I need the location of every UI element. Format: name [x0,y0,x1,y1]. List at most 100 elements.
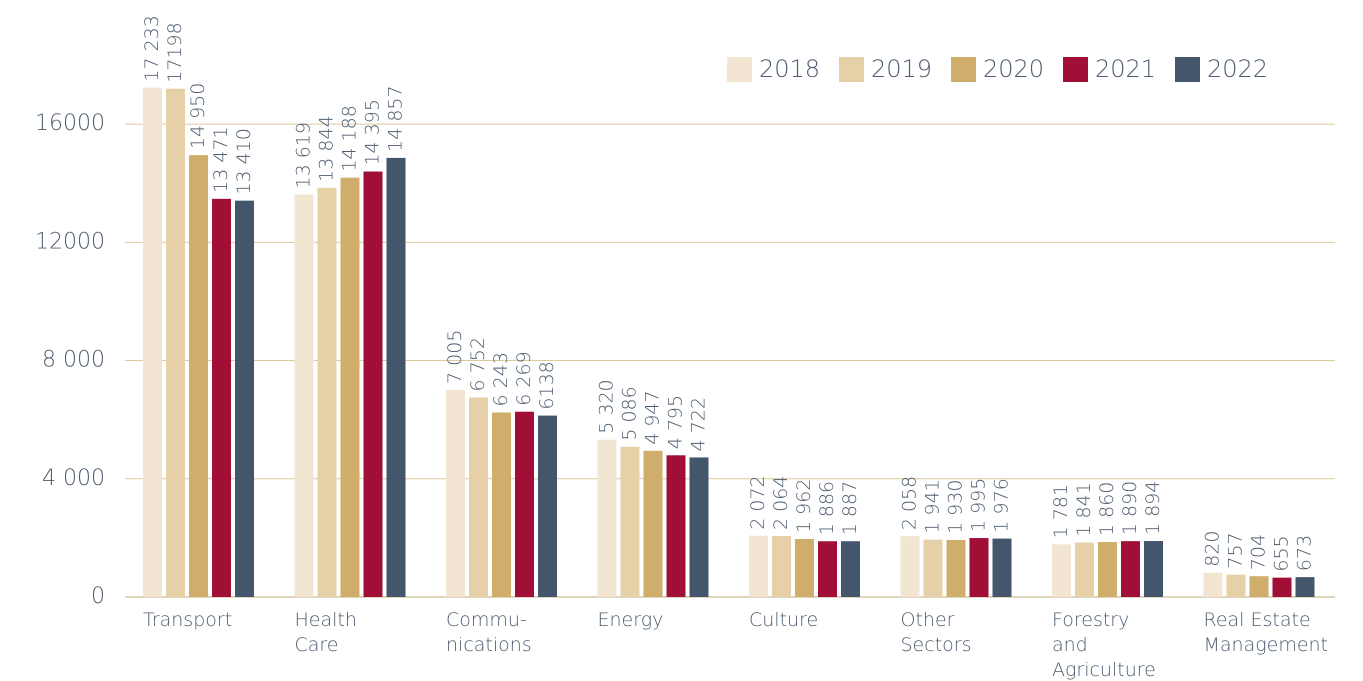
bar [969,538,989,597]
legend-swatch [839,57,864,82]
bar [1295,577,1315,597]
bar [946,539,966,597]
bar [1144,541,1163,597]
value-label: 655 [1271,535,1293,571]
value-label: 6 243 [490,352,512,406]
bar [620,446,640,597]
bar [643,450,663,597]
y-tick-label: 16000 [35,111,105,136]
x-tick-label: Transport [143,609,232,631]
value-label: 1 781 [1050,484,1072,538]
value-label: 6 752 [467,337,489,391]
value-label: 820 [1202,530,1224,566]
bar [1075,542,1094,597]
value-label: 4 722 [688,397,710,451]
value-label: 13 471 [210,126,232,192]
x-tick-label: Energy [598,609,664,631]
bar [469,397,488,597]
value-label: 1 890 [1119,481,1141,535]
bar [363,171,383,597]
legend-label: 2022 [1207,55,1268,83]
bar [317,187,337,597]
x-tick-label: Real Estate Management [1204,609,1329,656]
value-label: 5 086 [619,386,641,440]
bar [189,155,208,597]
bar [143,87,162,597]
value-label: 14 950 [187,83,209,149]
bar [340,177,360,597]
legend-label: 2019 [871,55,932,83]
x-tick-label: Health Care [295,609,357,656]
value-label: 14 857 [385,85,407,151]
value-label: 673 [1294,535,1316,571]
value-label: 2 072 [747,475,769,529]
bar [689,457,709,597]
bar [386,157,406,597]
bar [749,535,768,597]
value-label: 17 233 [141,15,163,81]
value-label: 1 860 [1096,482,1118,536]
legend-label: 2018 [759,55,820,83]
value-label: 1 930 [945,480,967,534]
bar [818,541,837,597]
value-label: 13 619 [293,122,315,188]
legend-swatch [1063,57,1088,82]
y-tick-label: 8 000 [42,348,105,373]
bar [1052,544,1071,597]
x-tick-label: Commu-nications [446,609,532,656]
bar [515,411,534,597]
x-tick-label: Other Sectors [901,609,972,656]
bar [294,194,314,597]
legend-swatch [951,57,976,82]
value-label: 1 962 [793,479,815,533]
value-label: 17198 [164,22,186,82]
value-label: 4 795 [665,395,687,449]
bar [538,415,557,597]
legend-swatch [1175,57,1200,82]
bar [212,198,231,597]
value-label: 1 941 [922,479,944,533]
bar [666,455,686,597]
y-tick-label: 4 000 [42,466,105,491]
value-label: 7 005 [444,330,466,384]
value-label: 4 947 [642,390,664,444]
value-label: 6138 [536,361,558,409]
bar [597,439,617,597]
value-label: 6 269 [513,351,535,405]
bar [992,538,1012,597]
value-label: 5 320 [596,379,618,433]
value-label: 13 844 [316,115,338,181]
value-label: 1 995 [968,478,990,532]
x-tick-label: Forestry and Agriculture [1052,609,1156,681]
value-label: 1 894 [1142,481,1164,535]
bar [166,88,185,597]
bar [1249,576,1269,597]
value-label: 2 064 [770,476,792,530]
value-label: 1 886 [816,481,838,535]
bar [772,535,791,597]
bar [841,541,860,597]
bar [1098,542,1117,597]
value-label: 1 976 [991,478,1013,532]
bar [446,389,465,597]
bar [492,412,511,597]
legend-label: 2021 [1095,55,1156,83]
value-label: 14 395 [362,99,384,165]
bar [795,539,814,597]
value-label: 704 [1248,534,1270,570]
x-tick-label: Culture [749,609,818,631]
bar [1226,574,1246,597]
legend-swatch [727,57,752,82]
legend-label: 2020 [983,55,1044,83]
bar [900,536,920,597]
bar [1121,541,1140,597]
bar [1272,577,1292,597]
y-tick-label: 12000 [35,229,105,254]
value-label: 2 058 [899,476,921,530]
value-label: 13 410 [233,128,255,194]
value-label: 14 188 [339,105,361,171]
bar [923,539,943,597]
bar [235,200,254,597]
value-label: 1 841 [1073,482,1095,536]
